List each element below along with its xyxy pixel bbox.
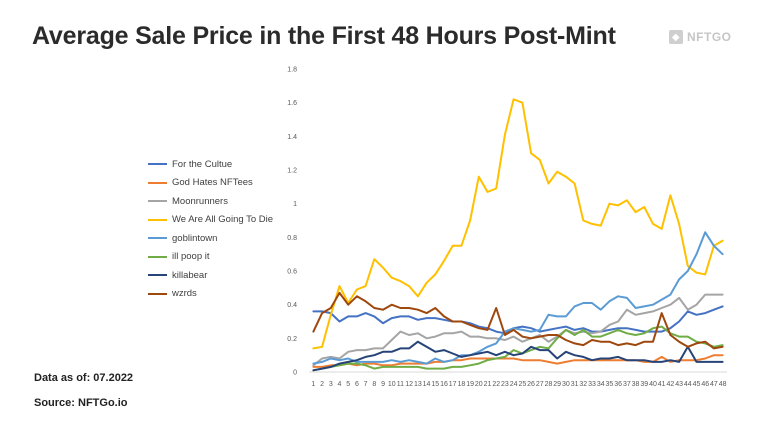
x-tick-label: 34	[597, 381, 605, 388]
y-tick-label: 0.6	[287, 269, 297, 276]
legend-item: We Are All Going To Die	[148, 211, 273, 230]
legend-swatch	[148, 274, 167, 277]
data-as-of-note: Data as of: 07.2022	[34, 372, 134, 384]
chart-legend: For the Cultue God Hates NFTees Moonrunner…	[148, 155, 273, 303]
legend-label: killabear	[172, 269, 208, 281]
series-line-we-are-all-going-to-die	[312, 98, 724, 350]
x-tick-label: 27	[536, 381, 544, 388]
x-tick-label: 40	[649, 381, 657, 388]
series-line-wzrds	[312, 291, 724, 350]
x-tick-label: 22	[492, 381, 500, 388]
x-tick-label: 28	[545, 381, 553, 388]
legend-item: goblintown	[148, 229, 273, 248]
legend-label: God Hates NFTees	[172, 177, 253, 189]
legend-item: Moonrunners	[148, 192, 273, 211]
x-tick-label: 33	[588, 381, 596, 388]
series-line-goblintown	[312, 231, 724, 365]
y-tick-label: 1.8	[287, 67, 297, 74]
legend-item: God Hates NFTees	[148, 174, 273, 193]
legend-label: goblintown	[172, 232, 218, 244]
x-tick-label: 15	[431, 381, 439, 388]
y-tick-label: 0.8	[287, 235, 297, 242]
y-tick-label: 1	[293, 201, 297, 208]
nftgo-logo-icon: ◆	[669, 30, 683, 44]
legend-label: For the Cultue	[172, 158, 233, 170]
x-tick-label: 13	[414, 381, 422, 388]
series-line-moonrunners	[312, 293, 724, 367]
legend-label: Moonrunners	[172, 195, 228, 207]
legend-swatch	[148, 181, 167, 184]
x-tick-label: 32	[579, 381, 587, 388]
legend-item: ill poop it	[148, 248, 273, 267]
x-tick-label: 38	[632, 381, 640, 388]
x-tick-label: 16	[440, 381, 448, 388]
x-tick-label: 5	[346, 381, 350, 388]
x-tick-label: 12	[405, 381, 413, 388]
x-tick-label: 42	[666, 381, 674, 388]
y-tick-label: 0	[293, 370, 297, 377]
legend-swatch	[148, 292, 167, 295]
legend-item: For the Cultue	[148, 155, 273, 174]
x-tick-label: 9	[381, 381, 385, 388]
x-tick-label: 19	[466, 381, 474, 388]
x-tick-label: 25	[518, 381, 526, 388]
x-tick-label: 17	[449, 381, 457, 388]
x-tick-label: 36	[614, 381, 622, 388]
x-tick-label: 29	[553, 381, 561, 388]
x-tick-label: 20	[475, 381, 483, 388]
legend-swatch	[148, 255, 167, 258]
series-line-ill-poop-it	[312, 325, 724, 372]
legend-swatch	[148, 237, 167, 240]
x-tick-label: 30	[562, 381, 570, 388]
x-tick-label: 10	[388, 381, 396, 388]
legend-swatch	[148, 218, 167, 221]
x-tick-label: 1	[311, 381, 315, 388]
x-tick-label: 44	[684, 381, 692, 388]
x-tick-label: 45	[693, 381, 701, 388]
x-tick-label: 35	[606, 381, 614, 388]
legend-label: We Are All Going To Die	[172, 214, 274, 226]
x-tick-label: 7	[364, 381, 368, 388]
legend-label: ill poop it	[172, 251, 210, 263]
x-tick-label: 31	[571, 381, 579, 388]
legend-item: killabear	[148, 266, 273, 285]
x-tick-label: 11	[397, 381, 404, 388]
legend-item: wzrds	[148, 285, 273, 304]
series-line-for-the-cultue	[312, 305, 724, 335]
x-tick-label: 3	[329, 381, 333, 388]
x-tick-label: 46	[701, 381, 709, 388]
y-tick-label: 1.4	[287, 134, 297, 141]
y-tick-label: 0.4	[287, 302, 297, 309]
x-tick-label: 48	[719, 381, 727, 388]
x-tick-label: 2	[320, 381, 324, 388]
series-line-killabear	[312, 340, 724, 372]
x-tick-label: 43	[675, 381, 683, 388]
x-tick-label: 24	[510, 381, 518, 388]
x-tick-label: 37	[623, 381, 631, 388]
x-tick-label: 18	[457, 381, 465, 388]
x-tick-label: 6	[355, 381, 359, 388]
x-tick-label: 26	[527, 381, 535, 388]
x-tick-label: 39	[640, 381, 648, 388]
y-tick-label: 1.6	[287, 100, 297, 107]
chart-title: Average Sale Price in the First 48 Hours…	[32, 22, 616, 50]
legend-swatch	[148, 163, 167, 166]
x-tick-label: 21	[484, 381, 492, 388]
x-tick-label: 41	[658, 381, 666, 388]
x-tick-label: 23	[501, 381, 509, 388]
legend-swatch	[148, 200, 167, 203]
x-tick-label: 8	[372, 381, 376, 388]
y-tick-label: 0.2	[287, 336, 297, 343]
legend-label: wzrds	[172, 288, 197, 300]
brand-name: NFTGO	[687, 30, 732, 44]
x-tick-label: 4	[338, 381, 342, 388]
brand-logo: ◆ NFTGO	[669, 30, 732, 44]
y-tick-label: 1.2	[287, 168, 297, 175]
source-note: Source: NFTGo.io	[34, 397, 128, 409]
x-tick-label: 47	[710, 381, 718, 388]
x-tick-label: 14	[423, 381, 431, 388]
